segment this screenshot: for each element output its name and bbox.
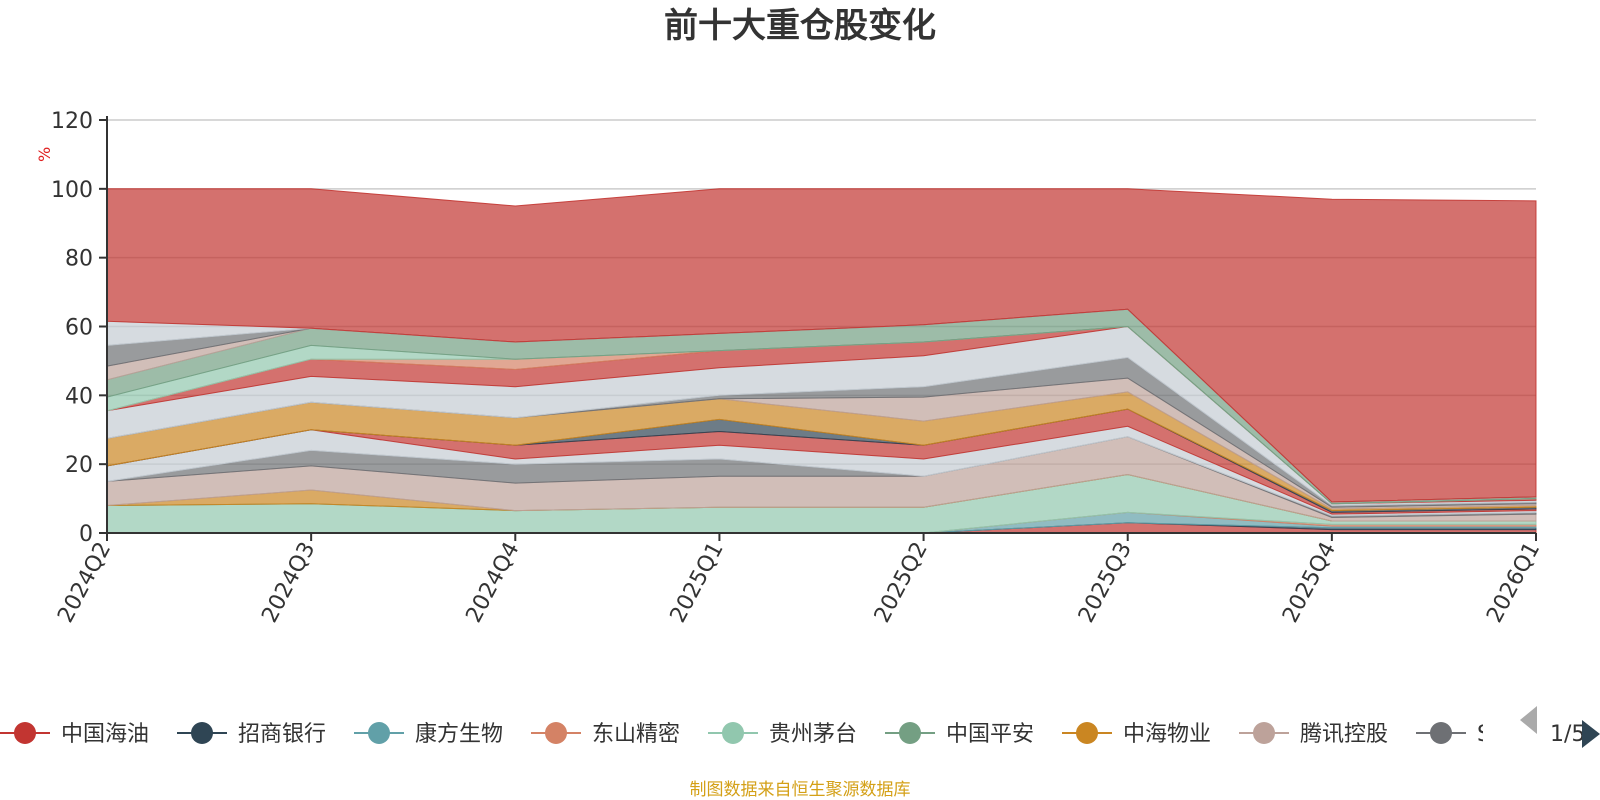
chart-title: 前十大重仓股变化 [664, 6, 936, 46]
legend-label: 贵州茅台 [769, 722, 857, 747]
x-tick-label: 2025Q2 [870, 538, 933, 627]
legend-circle-icon [1253, 722, 1275, 744]
legend-label: 中国海油 [61, 722, 149, 747]
y-axis-unit-label: % [35, 147, 54, 162]
legend-item[interactable]: 中海物业 [1062, 722, 1211, 747]
legend-circle-icon [14, 722, 36, 744]
axes [99, 116, 1537, 541]
legend-circle-icon [1076, 722, 1098, 744]
y-tick-label: 0 [79, 522, 93, 547]
y-tick-label: 80 [65, 247, 93, 272]
legend-circle-icon [191, 722, 213, 744]
legend-item[interactable]: S [1416, 722, 1491, 747]
y-tick-label: 120 [51, 109, 93, 134]
legend-item[interactable]: 康方生物 [354, 722, 503, 747]
legend-circle-icon [722, 722, 744, 744]
legend-label: 中海物业 [1123, 722, 1211, 747]
x-tick-label: 2025Q1 [666, 538, 729, 627]
legend-circle-icon [368, 722, 390, 744]
legend: 中国海油 招商银行 康方生物 东山精密 贵州茅台 中国平安 中海物业 腾讯控股 S [0, 722, 1491, 747]
legend-item[interactable]: 贵州茅台 [708, 722, 857, 747]
legend-label: 东山精密 [592, 722, 680, 747]
x-tick-label: 2026Q1 [1482, 538, 1545, 627]
x-tick-label: 2024Q3 [257, 538, 320, 627]
x-tick-label: 2024Q2 [53, 538, 116, 627]
legend-label: 康方生物 [415, 722, 503, 747]
stacked-areas [106, 188, 1537, 534]
legend-label: 招商银行 [238, 722, 326, 747]
legend-label: 腾讯控股 [1300, 722, 1388, 747]
legend-circle-icon [545, 722, 567, 744]
data-source-note: 制图数据来自恒生聚源数据库 [690, 780, 911, 800]
y-tick-label: 100 [51, 178, 93, 203]
legend-item[interactable]: 腾讯控股 [1239, 722, 1388, 747]
legend-pager: 1/5 [1520, 706, 1600, 748]
legend-page-indicator: 1/5 [1550, 722, 1585, 747]
legend-prev-page-icon[interactable] [1520, 706, 1537, 734]
x-tick-label: 2024Q4 [462, 538, 525, 627]
legend-circle-icon [899, 722, 921, 744]
legend-circle-icon [1430, 722, 1452, 744]
legend-item[interactable]: 东山精密 [531, 722, 680, 747]
legend-item[interactable]: 中国平安 [885, 722, 1034, 747]
legend-item[interactable]: 中国海油 [0, 722, 149, 747]
legend-label: 中国平安 [946, 722, 1034, 747]
y-tick-label: 40 [65, 384, 93, 409]
legend-item[interactable]: 招商银行 [177, 722, 326, 747]
x-tick-label: 2025Q4 [1278, 538, 1341, 627]
x-tick-label: 2025Q3 [1074, 538, 1137, 627]
legend-next-page-icon[interactable] [1582, 720, 1600, 748]
y-tick-label: 60 [65, 316, 93, 341]
y-tick-label: 20 [65, 453, 93, 478]
legend-label: S [1477, 722, 1491, 747]
area-series [106, 188, 1537, 503]
x-tick-labels: 2024Q2 2024Q3 2024Q4 2025Q1 2025Q2 2025Q3 2025… [53, 538, 1545, 627]
y-tick-labels: 0 20 40 60 80 100 120 [51, 109, 93, 547]
